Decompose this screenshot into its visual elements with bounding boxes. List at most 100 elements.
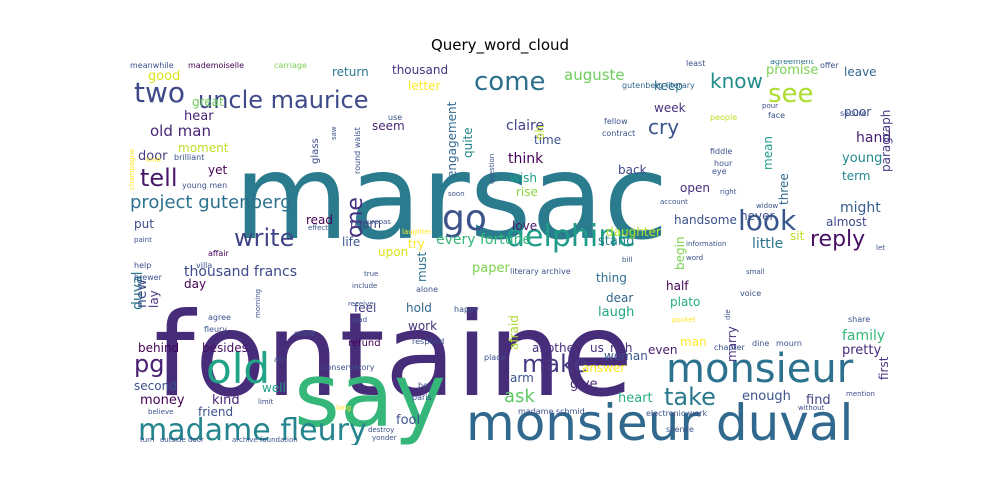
word-keep: keep [654, 79, 683, 93]
word-great: great [192, 95, 224, 109]
word-man: man [680, 335, 707, 349]
word-paragraph: paragraph [879, 110, 893, 172]
word-second: second [134, 379, 177, 393]
word-carriage: carriage [274, 61, 307, 70]
word-enough: enough [742, 389, 791, 404]
word-meanwhile: meanwhile [130, 61, 174, 70]
word-room: room [350, 217, 381, 231]
word-glad: glad [352, 316, 367, 324]
word-champagne: champagne [128, 149, 136, 190]
word-open: open [680, 181, 710, 195]
word-try: try [408, 237, 425, 251]
word-affair: affair [208, 249, 230, 258]
word-uncle-maurice: uncle maurice [198, 86, 368, 114]
word-effect: effect [308, 224, 328, 232]
word-believe: believe [148, 408, 173, 416]
word-handsome: handsome [674, 213, 737, 227]
word-heart: heart [618, 391, 653, 406]
word-poor: poor [844, 105, 871, 119]
word-quite: quite [461, 127, 475, 158]
word-sit: sit [790, 229, 805, 243]
word-think: think [508, 151, 544, 167]
word-family: family [842, 328, 885, 344]
word-give: give [570, 377, 598, 392]
word-happy: happy [454, 305, 479, 314]
word-moment: moment [178, 141, 229, 155]
word-thousand-francs: thousand francs [184, 264, 297, 280]
word-outside-door: outside door [160, 436, 204, 444]
word-bill: bill [622, 256, 632, 264]
word-new: new [134, 279, 150, 308]
word-three: three [777, 173, 791, 205]
word-brewer: brewer [134, 273, 163, 282]
word-secure: secure [840, 109, 867, 118]
word-marsac: marsac [234, 128, 668, 266]
word-paper: paper [472, 261, 510, 276]
word-read: read [306, 213, 333, 227]
word-include: include [352, 282, 377, 290]
word-old: old [206, 344, 270, 393]
word-electronic-work: electronic work [646, 409, 708, 418]
word-share: share [848, 315, 870, 324]
word-morning: morning [254, 289, 262, 318]
word-hand: hand [856, 130, 891, 146]
word-literary-archive: literary archive [510, 267, 571, 276]
word-chapter: chapter [714, 343, 746, 352]
word-week: week [654, 101, 686, 115]
word-leave: leave [844, 65, 877, 79]
word-word: word [686, 254, 703, 262]
word-marry: marry [725, 326, 739, 362]
word-villa: villa [196, 261, 212, 270]
word-maurepas: maurepas [356, 218, 391, 226]
word-say: say [294, 344, 446, 445]
word-thousand: thousand [392, 63, 448, 77]
word-question: question [488, 154, 496, 184]
word-woman: woman [604, 349, 648, 363]
word-small: small [746, 268, 765, 276]
word-smile: smile [294, 329, 315, 338]
word-place: place [484, 353, 506, 362]
word-friend: friend [198, 405, 233, 419]
word-archive-foundation: archive foundation [232, 436, 298, 444]
word-dine: dine [752, 339, 769, 348]
word-first: first [877, 356, 891, 380]
word-conservatory: conservatory [322, 363, 375, 372]
word-account: account [660, 198, 688, 206]
word-put: put [134, 217, 154, 231]
word-answer: answer [582, 361, 625, 375]
word-term: term [842, 169, 871, 183]
word-thing: thing [596, 271, 627, 285]
word-eye: eye [712, 167, 727, 176]
word-two: two [134, 76, 185, 109]
word-soon: soon [448, 190, 465, 198]
word-claire: claire [506, 118, 544, 134]
word-back: back [618, 163, 647, 177]
word-reply: reply [810, 227, 865, 252]
word-turn: turn [140, 436, 154, 444]
word-hear: hear [184, 109, 214, 124]
word-agree: agree [208, 313, 231, 322]
word-offer: offer [820, 61, 839, 70]
word-cry: cry [648, 115, 679, 139]
word-madame-schmid: madame schmid [518, 407, 585, 416]
word-write: write [234, 224, 294, 252]
word-must: must [415, 251, 429, 282]
word-madame-fleury: madame fleury [138, 413, 367, 445]
word-rich: rich [610, 341, 632, 355]
word-half: half [666, 279, 689, 293]
word-cloud: marsac fontaine say monsieur duval old monsie… [126, 60, 896, 445]
word-delphine: delphine [506, 219, 636, 254]
word-monsieur-duval: monsieur duval [466, 394, 853, 445]
word-destroy: destroy [368, 426, 394, 434]
word-plato: plato [670, 295, 700, 309]
word-rise: rise [516, 185, 538, 199]
word-take: take [664, 383, 716, 411]
word-without: without [798, 404, 825, 412]
word-go: go [442, 198, 487, 239]
word-air: air [274, 355, 285, 364]
word-engagement: engagement [445, 101, 459, 178]
word-laughter: laughter [402, 228, 432, 236]
word-face: face [768, 111, 785, 120]
word-another: another [532, 341, 579, 355]
word-wish: wish [510, 171, 537, 185]
